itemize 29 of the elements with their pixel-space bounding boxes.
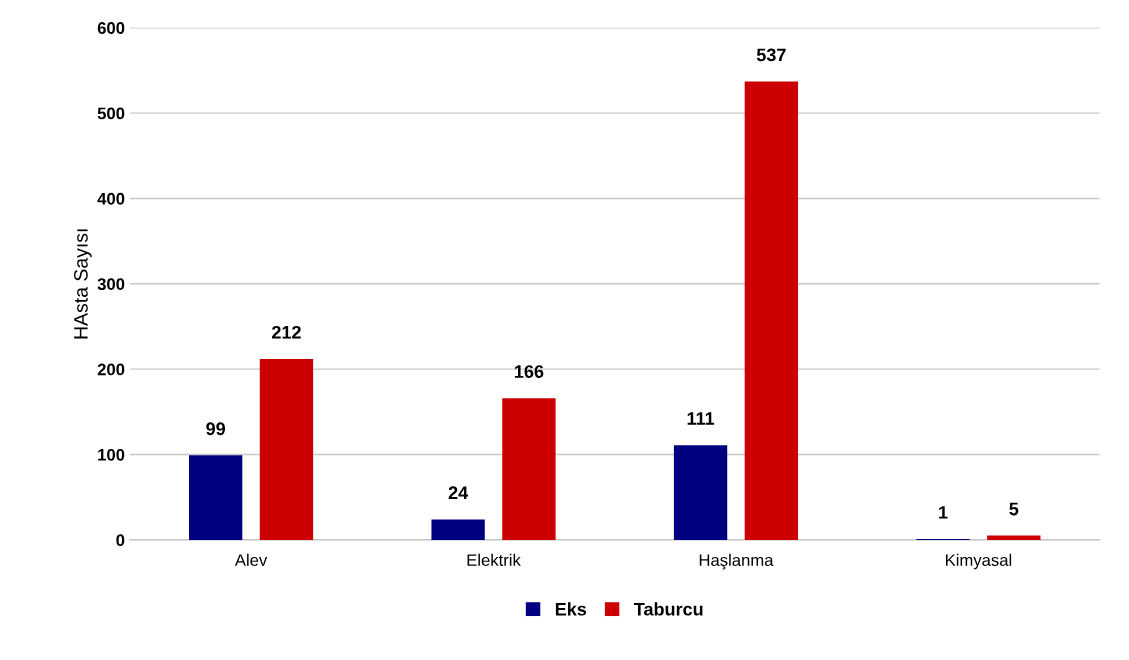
data-label: 1 [939, 506, 948, 519]
x-tick-label: Elektrik [467, 553, 521, 567]
bar [431, 519, 485, 540]
legend-label: Taburcu [633, 602, 703, 616]
legend-label: Eks [555, 602, 587, 616]
data-label: 99 [206, 422, 226, 436]
data-label: 166 [514, 365, 544, 378]
data-label: 111 [687, 412, 715, 425]
x-tick-label: Kimyasal [945, 553, 1012, 570]
bar [987, 535, 1041, 540]
y-tick-label: 600 [97, 22, 125, 34]
bar [259, 358, 314, 540]
x-tick-label: Alev [234, 553, 268, 567]
bar [673, 445, 728, 540]
bar [502, 398, 556, 540]
y-tick-label: 100 [98, 448, 125, 461]
y-tick-label: 0 [116, 534, 125, 547]
y-axis-title: HAsta Sayısı [74, 229, 92, 339]
data-label: 5 [1009, 502, 1019, 516]
bar [744, 81, 799, 540]
x-tick-label: Haşlanma [699, 553, 774, 570]
y-tick-label: 500 [97, 107, 125, 120]
y-tick-label: 200 [97, 363, 125, 376]
y-tick-label: 400 [97, 192, 125, 205]
data-label: 212 [272, 325, 301, 339]
bar [188, 455, 243, 540]
data-label: 537 [756, 48, 786, 62]
y-tick-label: 300 [97, 278, 125, 291]
data-label: 24 [448, 486, 469, 499]
